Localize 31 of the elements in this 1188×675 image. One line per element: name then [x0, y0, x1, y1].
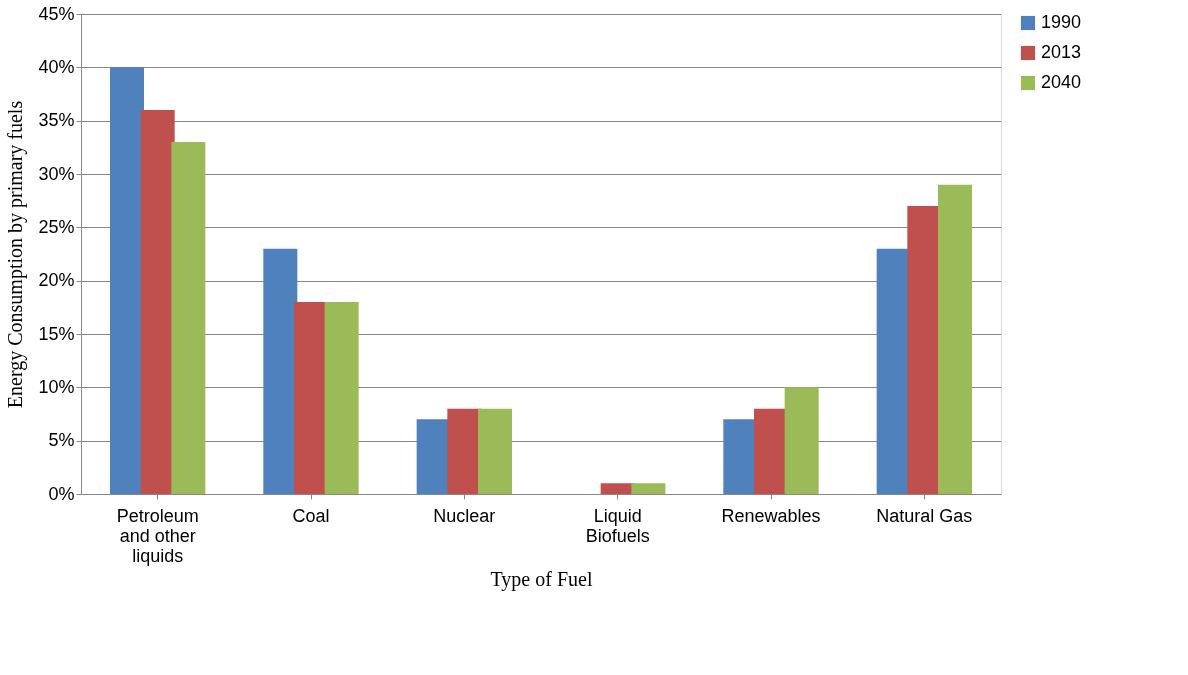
- x-tick-label: Liquid Biofuels: [585, 505, 650, 546]
- legend-label: 1990: [1041, 12, 1082, 32]
- y-axis-title: Energy Consumption by primary fuels: [4, 100, 28, 409]
- y-tick-label: 40%: [38, 56, 75, 77]
- bar: [631, 483, 666, 494]
- y-tick-label: 5%: [48, 430, 75, 451]
- bar: [110, 67, 144, 494]
- bar: [324, 302, 359, 494]
- x-axis-title: Type of Fuel: [490, 567, 593, 591]
- legend-label: 2040: [1041, 72, 1082, 92]
- y-tick-label: 0%: [48, 483, 75, 504]
- x-tick-label: Nuclear: [433, 505, 496, 526]
- y-tick-label: 10%: [38, 376, 75, 397]
- y-tick-label: 15%: [38, 323, 75, 344]
- y-tick-label: 20%: [38, 270, 75, 291]
- bar: [478, 408, 512, 494]
- bar: [263, 248, 298, 494]
- x-tick-label: Natural Gas: [876, 505, 973, 526]
- y-tick-label: 45%: [38, 3, 75, 24]
- bar: [784, 387, 819, 494]
- legend-label: 2013: [1041, 42, 1082, 62]
- x-tick-label: Renewables: [721, 505, 821, 526]
- bar: [294, 302, 328, 494]
- y-tick-label: 30%: [38, 163, 75, 184]
- bar: [754, 408, 788, 494]
- bar: [171, 142, 206, 494]
- x-tick-label: Coal: [292, 505, 330, 526]
- bar: [938, 184, 972, 494]
- y-tick-label: 35%: [38, 110, 75, 131]
- x-tick-label: Petroleum and other liquids: [116, 505, 199, 566]
- y-tick-label: 25%: [38, 216, 75, 237]
